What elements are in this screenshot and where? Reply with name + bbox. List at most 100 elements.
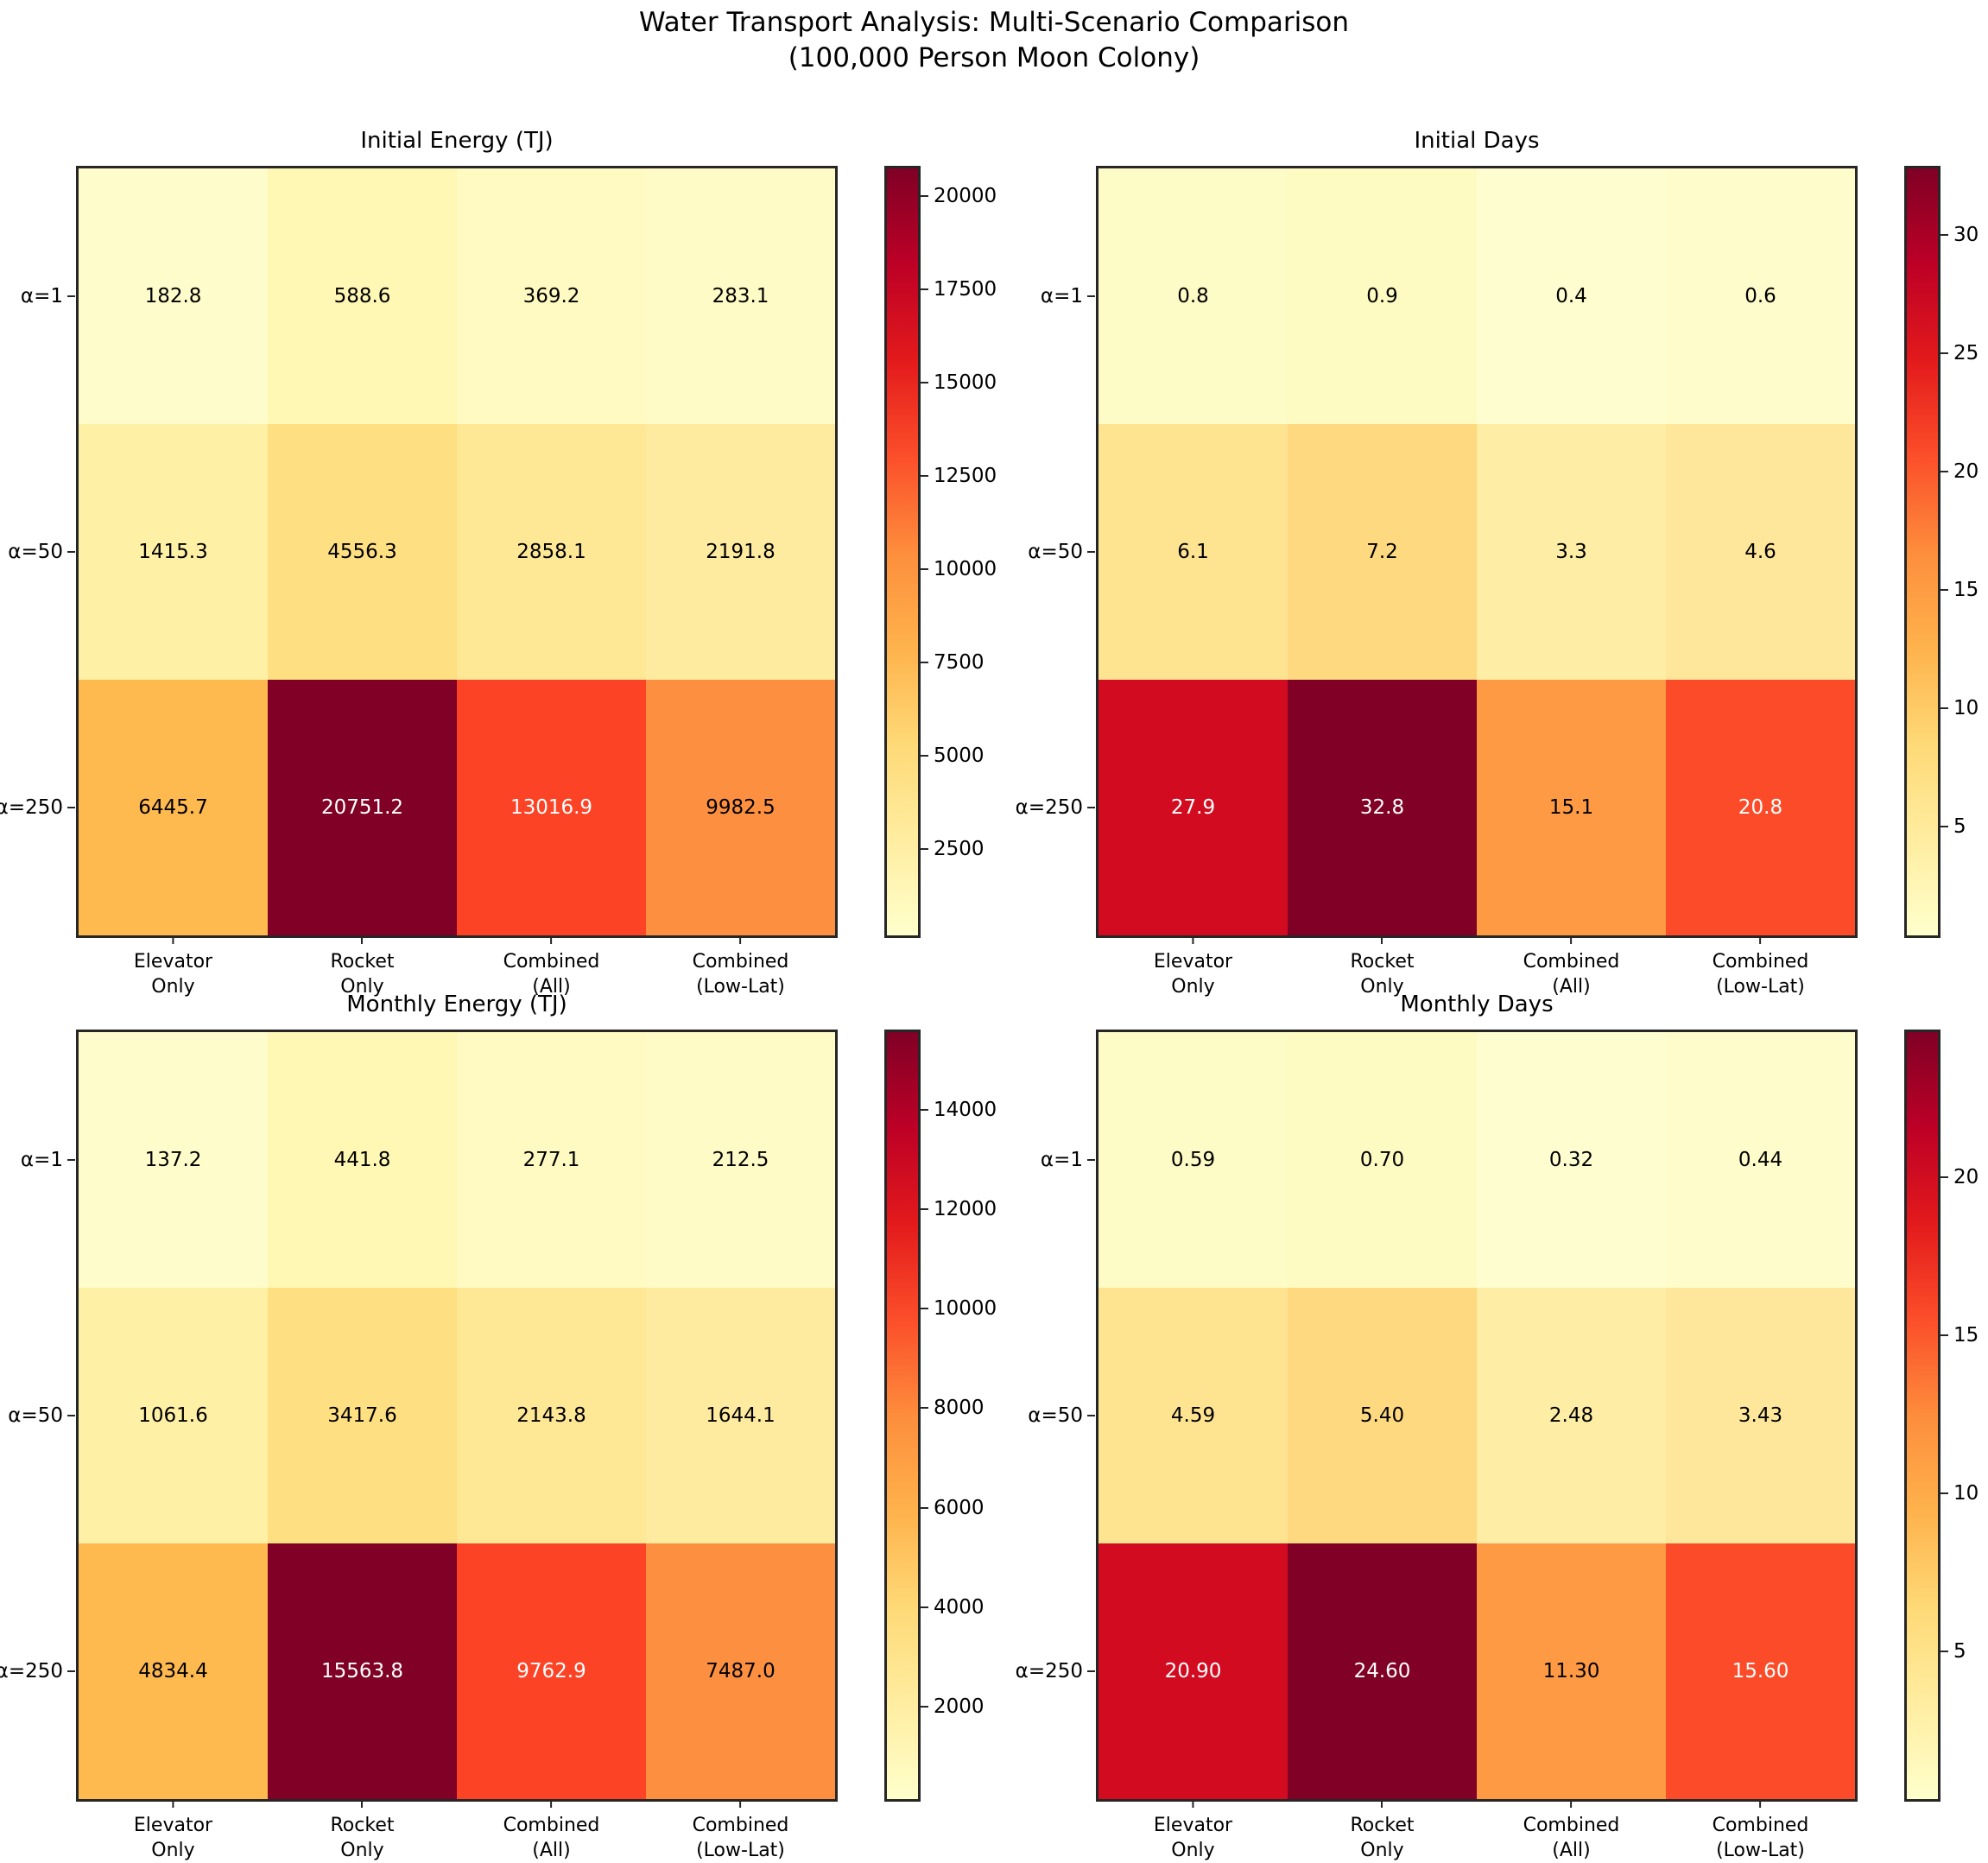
heatmap-cell: 2858.1 [457,424,646,680]
heatmap-cell-value: 212.5 [712,1149,769,1171]
heatmap-cell: 0.4 [1477,168,1666,424]
heatmap-cell-value: 2858.1 [516,541,586,563]
colorbar-tick-label: 20 [1938,460,1979,483]
heatmap-cell: 2.48 [1477,1288,1666,1543]
heatmap-panel-monthly-energy: Monthly Energy (TJ) 137.2 α=1 441.8 277.1 21… [0,992,838,1861]
heatmap-cell-value: 2143.8 [516,1404,586,1427]
heatmap-cell-value: 20751.2 [320,796,404,819]
panel-title: Initial Energy (TJ) [360,128,554,154]
y-tick-label: α=250 [1016,796,1098,819]
colorbar-tick-label: 5000 [918,745,985,767]
heatmap-cell: 0.59 α=1 [1041,1032,1288,1288]
heatmap-cell: 6445.7 α=250 Elevator Only [0,680,268,998]
heatmap-cell-value: 3417.6 [327,1404,397,1427]
heatmap-cell-value: 0.4 [1555,285,1587,307]
x-tick-label: Combined (All) [503,1799,600,1863]
heatmap-cell-value: 11.30 [1542,1660,1600,1682]
heatmap-cell: 20.8 Combined (Low-Lat) [1666,680,1855,998]
heatmap-cell-value: 20.90 [1164,1660,1222,1682]
heatmap-cell-value: 9762.9 [516,1660,586,1682]
heatmap-cell-value: 182.8 [144,285,202,307]
heatmap-cell: 3.43 [1666,1288,1855,1543]
x-tick-label: Rocket Only [1351,1799,1415,1863]
panel-title: Monthly Days [1400,992,1554,1017]
colorbar-tick-label: 10000 [918,558,997,580]
x-tick-label: Combined (All) [1523,1799,1620,1863]
colorbar-monthly-days: 5 10 15 20 [1904,1030,1979,1802]
heatmap-cell: 9982.5 Combined (Low-Lat) [646,680,835,998]
suptitle-line-1: Water Transport Analysis: Multi-Scenario… [638,7,1349,38]
colorbar-tick-label: 4000 [918,1596,985,1619]
colorbar-tick-label: 7500 [918,651,985,674]
heatmap-cell-value: 27.9 [1170,796,1216,819]
y-tick-label: α=50 [8,1404,79,1427]
x-tick-label: Elevator Only [1154,1799,1232,1863]
x-tick-label: Combined (Low-Lat) [693,935,789,999]
heatmap-cell-value: 5.40 [1359,1404,1405,1427]
heatmap-cell-value: 6.1 [1177,541,1209,563]
colorbar-tick-label: 10 [1938,1482,1979,1505]
figure-suptitle: Water Transport Analysis: Multi-Scenario… [0,5,1988,76]
colorbar-tick-label: 15 [1938,579,1979,601]
heatmap-cell: 1644.1 [646,1288,835,1543]
heatmap-cell: 2143.8 [457,1288,646,1543]
x-tick-label: Rocket Only [331,1799,395,1863]
colorbar-tick-label: 20000 [918,185,997,207]
heatmap-cell-value: 4.6 [1744,541,1776,563]
heatmap-cell: 4.59 α=50 [1028,1288,1288,1543]
heatmap-cell-value: 0.44 [1738,1149,1783,1171]
heatmap-cell: 3.3 [1477,424,1666,680]
x-tick-label: Combined (Low-Lat) [1713,935,1809,999]
heatmap-cell-value: 9982.5 [706,796,776,819]
heatmap-cell: 9762.9 Combined (All) [457,1543,646,1861]
heatmap-cell: 4834.4 α=250 Elevator Only [0,1543,268,1861]
colorbar-tick-label: 8000 [918,1397,985,1419]
x-tick-label: Elevator Only [134,935,212,999]
x-tick-label: Rocket Only [1351,935,1415,999]
y-tick-label: α=250 [0,796,79,819]
heatmap-cell-value: 0.32 [1548,1149,1594,1171]
heatmap-panel-initial-energy: Initial Energy (TJ) 182.8 α=1 588.6 369.2 28… [0,128,838,998]
heatmap-panel-monthly-days: Monthly Days 0.59 α=1 0.70 0.32 0.44 4.59 α=50… [1016,992,1858,1861]
heatmap-cell: 20.90 α=250 Elevator Only [1016,1543,1288,1861]
colorbar-tick-label: 5 [1938,815,1966,838]
heatmap-cell: 13016.9 Combined (All) [457,680,646,998]
heatmap-cell-value: 1061.6 [138,1404,208,1427]
heatmap-cell-value: 277.1 [522,1149,580,1171]
heatmap-cell-value: 1415.3 [138,541,208,563]
heatmap-cell: 7487.0 Combined (Low-Lat) [646,1543,835,1861]
heatmap-cell-value: 15.60 [1732,1660,1789,1682]
x-tick-label: Elevator Only [134,1799,212,1863]
heatmap-cell-value: 13016.9 [510,796,593,819]
y-tick-label: α=50 [8,541,79,563]
colorbar-tick-label: 30 [1938,224,1979,246]
colorbar-tick-label: 17500 [918,278,997,301]
heatmap-grid: 0.59 α=1 0.70 0.32 0.44 4.59 α=50 5.40 2.48 3.43 2… [1016,1030,1858,1861]
heatmap-cell: 4556.3 [268,424,457,680]
colorbar-tick-label: 15000 [918,371,997,394]
colorbar-tick-label: 2000 [918,1695,985,1718]
y-tick-label: α=50 [1028,1404,1098,1427]
heatmap-cell: 0.6 [1666,168,1855,424]
heatmap-cell: 277.1 [457,1032,646,1288]
colorbar-tick-label: 2500 [918,838,985,860]
colorbar-initial-days: 5 10 15 20 25 30 [1904,166,1979,938]
x-tick-label: Combined (All) [1523,935,1620,999]
heatmap-cell: 0.9 [1288,168,1477,424]
heatmap-cell-value: 4834.4 [138,1660,208,1682]
x-tick-label: Rocket Only [331,935,395,999]
heatmap-cell-value: 32.8 [1359,796,1405,819]
heatmap-cell-value: 588.6 [333,285,391,307]
panel-title: Monthly Energy (TJ) [346,992,567,1017]
colorbar-tick-label: 25 [1938,342,1979,364]
heatmap-grid: 0.8 α=1 0.9 0.4 0.6 6.1 α=50 7.2 3.3 4.6 27.9 α=250… [1016,166,1858,998]
heatmap-cell: 4.6 [1666,424,1855,680]
heatmap-cell: 27.9 α=250 Elevator Only [1016,680,1288,998]
heatmap-cell-value: 0.59 [1170,1149,1216,1171]
heatmap-cell-value: 15563.8 [320,1660,404,1682]
heatmap-cell-value: 0.6 [1744,285,1776,307]
heatmap-cell: 6.1 α=50 [1028,424,1288,680]
heatmap-cell-value: 0.8 [1177,285,1209,307]
heatmap-cell: 15563.8 Rocket Only [268,1543,457,1861]
colorbar-tick-label: 15 [1938,1324,1979,1347]
